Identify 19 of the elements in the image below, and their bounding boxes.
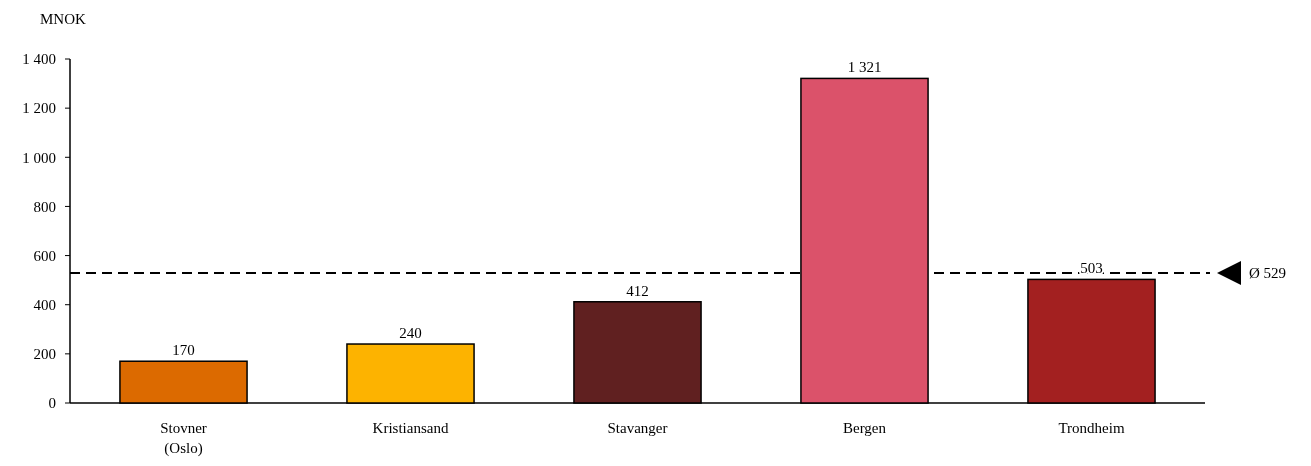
data-label: 240 (399, 325, 422, 342)
y-tick-label: 800 (33, 198, 56, 215)
x-tick-label: Trondheim (1058, 420, 1125, 436)
data-label: 1 321 (847, 59, 882, 76)
x-tick-label: Stovner (Oslo) (160, 420, 207, 457)
ref-line-label: Ø 529 (1249, 265, 1287, 282)
data-label: 170 (172, 342, 195, 359)
y-tick-label: 600 (33, 247, 56, 264)
y-tick-label: 1 400 (22, 51, 56, 68)
x-tick-label: Bergen (842, 420, 887, 436)
data-label: 412 (626, 282, 649, 299)
y-axis-title: MNOK (40, 11, 86, 27)
y-tick-label: 0 (48, 395, 56, 412)
x-tick-label: Stavanger (607, 420, 668, 436)
y-tick-label: 1 000 (22, 149, 56, 166)
y-tick-label: 400 (33, 296, 56, 313)
y-tick-label: 1 200 (22, 100, 56, 117)
y-tick-label: 200 (33, 346, 56, 363)
x-tick-label: Kristiansand (372, 420, 449, 436)
